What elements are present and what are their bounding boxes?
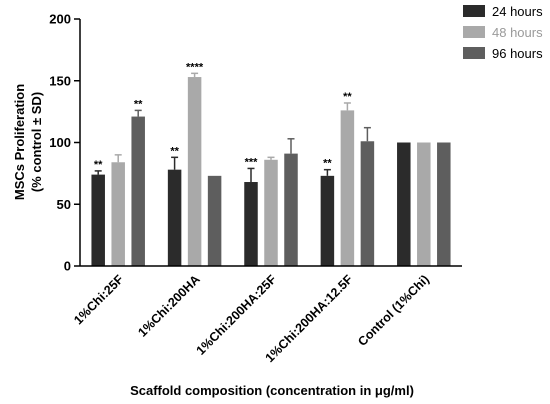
bars-group: ************* **** [91, 61, 451, 266]
legend-label: 48 hours [492, 25, 543, 40]
x-category-label: Control (1%Chi) [355, 272, 432, 349]
bar [187, 77, 202, 266]
bar [320, 175, 335, 266]
y-tick-label: 150 [49, 73, 71, 88]
legend-swatch [463, 47, 485, 59]
y-tick-label: 0 [64, 259, 71, 274]
x-category-label: 1%Chi:200HA:25F [194, 272, 280, 358]
bar [417, 142, 431, 266]
y-axis-title-line2: (% control ± SD) [29, 92, 44, 192]
y-tick-label: 50 [57, 197, 71, 212]
bar [91, 174, 105, 266]
significance-label: ** [134, 98, 143, 110]
y-tick-label: 200 [49, 12, 71, 27]
bar [340, 110, 355, 266]
significance-label: ** [323, 158, 332, 170]
bar [131, 116, 145, 266]
x-category-label: 1%Chi:200HA [135, 272, 202, 339]
y-axis-title-line1: MSCs Proliferation [12, 84, 27, 200]
legend-label: 96 hours [492, 46, 543, 61]
bar [167, 169, 182, 266]
legend-swatch [463, 26, 485, 38]
significance-label: **** [186, 61, 204, 73]
significance-label: ** [170, 145, 179, 157]
bar [284, 153, 298, 266]
bar [360, 141, 375, 266]
legend: 24 hours 48 hours 96 hours [463, 4, 543, 61]
significance-label: ** [343, 91, 352, 103]
bar [397, 142, 411, 266]
bar [207, 175, 222, 266]
significance-label: *** [245, 156, 259, 168]
bar [244, 182, 258, 266]
bar [111, 162, 125, 266]
x-category-label: 1%Chi:200HA:12.5F [263, 272, 356, 365]
legend-label: 24 hours [492, 4, 543, 19]
bar [264, 159, 278, 266]
y-tick-label: 100 [49, 135, 71, 150]
bar [437, 142, 451, 266]
x-axis-title: Scaffold composition (concentration in μ… [130, 383, 414, 398]
legend-swatch [463, 5, 485, 17]
x-category-label: 1%Chi:25F [71, 272, 126, 327]
significance-label: ** [94, 159, 103, 171]
